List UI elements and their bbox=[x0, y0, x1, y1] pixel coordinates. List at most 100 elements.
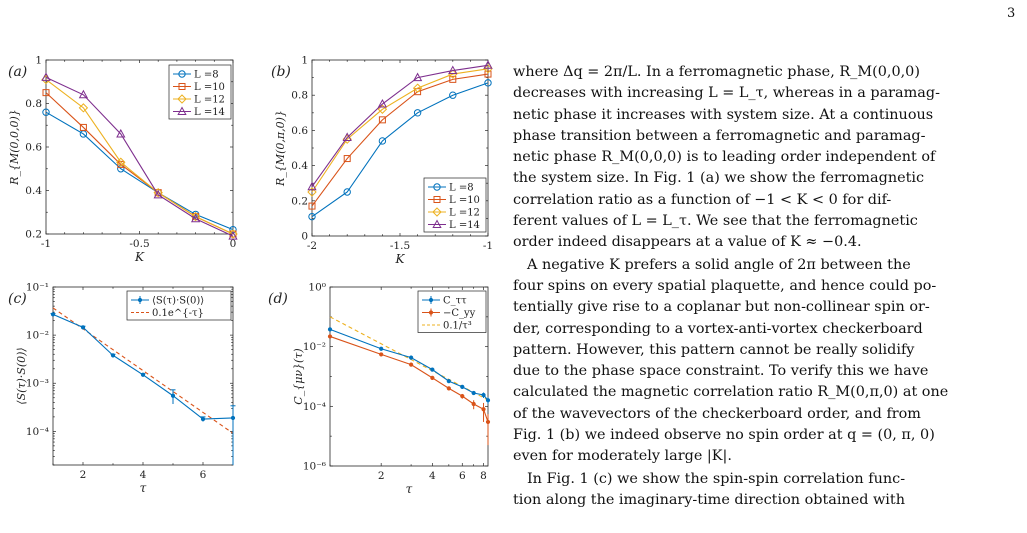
text-line: tentially give rise to a coplanar but no… bbox=[513, 299, 930, 316]
data-point bbox=[483, 60, 493, 69]
data-point bbox=[430, 367, 435, 372]
data-point bbox=[110, 353, 116, 358]
legend-entry-label: 0.1e^{-τ} bbox=[152, 308, 204, 319]
legend-entry-label: −C_yy bbox=[443, 308, 476, 319]
y-tick-label: 0.8 bbox=[291, 90, 308, 102]
y-tick-label: 0.4 bbox=[25, 185, 42, 197]
text-line: decreases with increasing L = L_τ, where… bbox=[513, 85, 940, 102]
data-point bbox=[342, 132, 352, 141]
text-line: correlation ratio as a function of −1 < … bbox=[513, 191, 892, 208]
text-line: of the wavevectors of the checkerboard o… bbox=[513, 405, 921, 422]
series-line bbox=[45, 79, 234, 235]
data-point bbox=[308, 202, 316, 210]
legend-entry-label: C_ττ bbox=[443, 296, 467, 307]
y-axis-label: ⟨S(τ)·S(0)⟩ bbox=[15, 347, 28, 404]
data-point bbox=[485, 398, 491, 403]
legend bbox=[126, 290, 232, 321]
data-point bbox=[228, 231, 238, 240]
x-tick-label: 4 bbox=[429, 470, 436, 482]
paragraph-1: where Δq = 2π/L. In a ferromagnetic phas… bbox=[513, 62, 1017, 254]
x-tick-label: 8 bbox=[480, 470, 487, 482]
data-point bbox=[42, 108, 50, 116]
text-line: der, corresponding to a vortex-anti-vort… bbox=[513, 320, 923, 337]
data-point bbox=[190, 213, 201, 223]
y-tick-label: 0.4 bbox=[291, 160, 308, 172]
y-tick-label: 1 bbox=[35, 55, 42, 67]
data-point bbox=[412, 72, 423, 82]
legend-entry-label: L =12 bbox=[194, 95, 225, 106]
data-point bbox=[449, 75, 457, 83]
text-line: due to the phase space constraint. To ve… bbox=[513, 363, 929, 380]
x-tick-label: 6 bbox=[200, 469, 207, 481]
data-point bbox=[446, 386, 451, 391]
data-point bbox=[409, 355, 414, 360]
data-point bbox=[484, 79, 492, 87]
x-tick-label: -1 bbox=[41, 238, 51, 250]
data-point bbox=[42, 89, 50, 97]
legend-entry-label: L =10 bbox=[449, 195, 480, 206]
y-tick-label: 10⁻¹ bbox=[26, 282, 49, 294]
data-point bbox=[449, 91, 457, 99]
text-line: the system size. In Fig. 1 (a) we show t… bbox=[513, 170, 925, 187]
text-line: netic phase it increases with system siz… bbox=[513, 106, 934, 123]
x-tick-label: -1.5 bbox=[390, 240, 410, 252]
data-point bbox=[379, 352, 384, 357]
y-tick-label: 0.8 bbox=[25, 98, 42, 110]
data-point bbox=[230, 415, 236, 421]
data-point bbox=[409, 362, 414, 367]
data-point bbox=[178, 83, 186, 90]
data-point bbox=[79, 123, 87, 131]
y-tick-label: 10⁻⁴ bbox=[303, 401, 326, 413]
data-point bbox=[448, 65, 458, 75]
data-point bbox=[177, 106, 187, 115]
data-point bbox=[229, 230, 237, 238]
data-point bbox=[432, 219, 442, 228]
y-tick-label: 0.6 bbox=[291, 125, 308, 137]
y-tick-label: 0.6 bbox=[25, 142, 42, 154]
data-point bbox=[430, 375, 435, 380]
data-point bbox=[190, 211, 201, 222]
data-point bbox=[327, 327, 333, 332]
data-point bbox=[378, 137, 387, 145]
data-point bbox=[448, 69, 458, 79]
data-point bbox=[343, 155, 351, 163]
data-point bbox=[481, 392, 486, 398]
x-tick-label: -0.5 bbox=[129, 238, 149, 250]
text-line: pattern. However, this pattern cannot be… bbox=[513, 341, 915, 358]
data-point bbox=[228, 229, 238, 239]
x-tick-label: -1 bbox=[483, 240, 493, 252]
text-line: even for moderately large |K|. bbox=[513, 448, 732, 465]
legend-entry-label: 0.1/τ³ bbox=[443, 321, 472, 332]
legend-entry-label: L =10 bbox=[194, 82, 225, 93]
legend-entry-label: L =12 bbox=[449, 208, 480, 219]
x-tick-label: 2 bbox=[80, 469, 87, 481]
paragraph-2: A negative K prefers a solid angle of 2π… bbox=[513, 255, 1017, 468]
data-point bbox=[170, 393, 176, 398]
x-tick-label: 2 bbox=[378, 470, 385, 482]
text-line: tion along the imaginary-time direction … bbox=[513, 491, 905, 508]
y-tick-label: 10⁻² bbox=[303, 341, 326, 353]
text-line: A negative K prefers a solid angle of 2π… bbox=[527, 256, 911, 273]
data-point bbox=[154, 189, 162, 197]
data-point bbox=[460, 384, 465, 389]
series-line bbox=[311, 73, 489, 207]
data-point bbox=[177, 94, 187, 104]
data-point bbox=[78, 89, 89, 99]
figure-1: -1 -0.5 0 0.2 0.4 0.6 0.8 1 K R_{M(0,0,0)} (a) L =8… bbox=[8, 55, 493, 497]
data-point bbox=[137, 297, 143, 303]
data-point bbox=[80, 325, 86, 330]
data-point bbox=[484, 70, 492, 78]
data-point bbox=[140, 372, 146, 377]
y-axis-label: R_{M(0,0,0)} bbox=[8, 109, 21, 186]
legend-entry-label: L =8 bbox=[194, 70, 219, 81]
body-text-column: where Δq = 2π/L. In a ferromagnetic phas… bbox=[513, 62, 1017, 511]
data-point bbox=[50, 312, 56, 317]
data-point bbox=[428, 297, 434, 303]
data-point bbox=[200, 416, 206, 422]
y-tick-label: 0 bbox=[301, 231, 308, 243]
y-tick-label: 1 bbox=[301, 55, 308, 67]
data-point bbox=[460, 394, 465, 399]
series-line bbox=[45, 111, 234, 231]
data-point bbox=[428, 310, 434, 315]
data-point bbox=[307, 187, 317, 197]
